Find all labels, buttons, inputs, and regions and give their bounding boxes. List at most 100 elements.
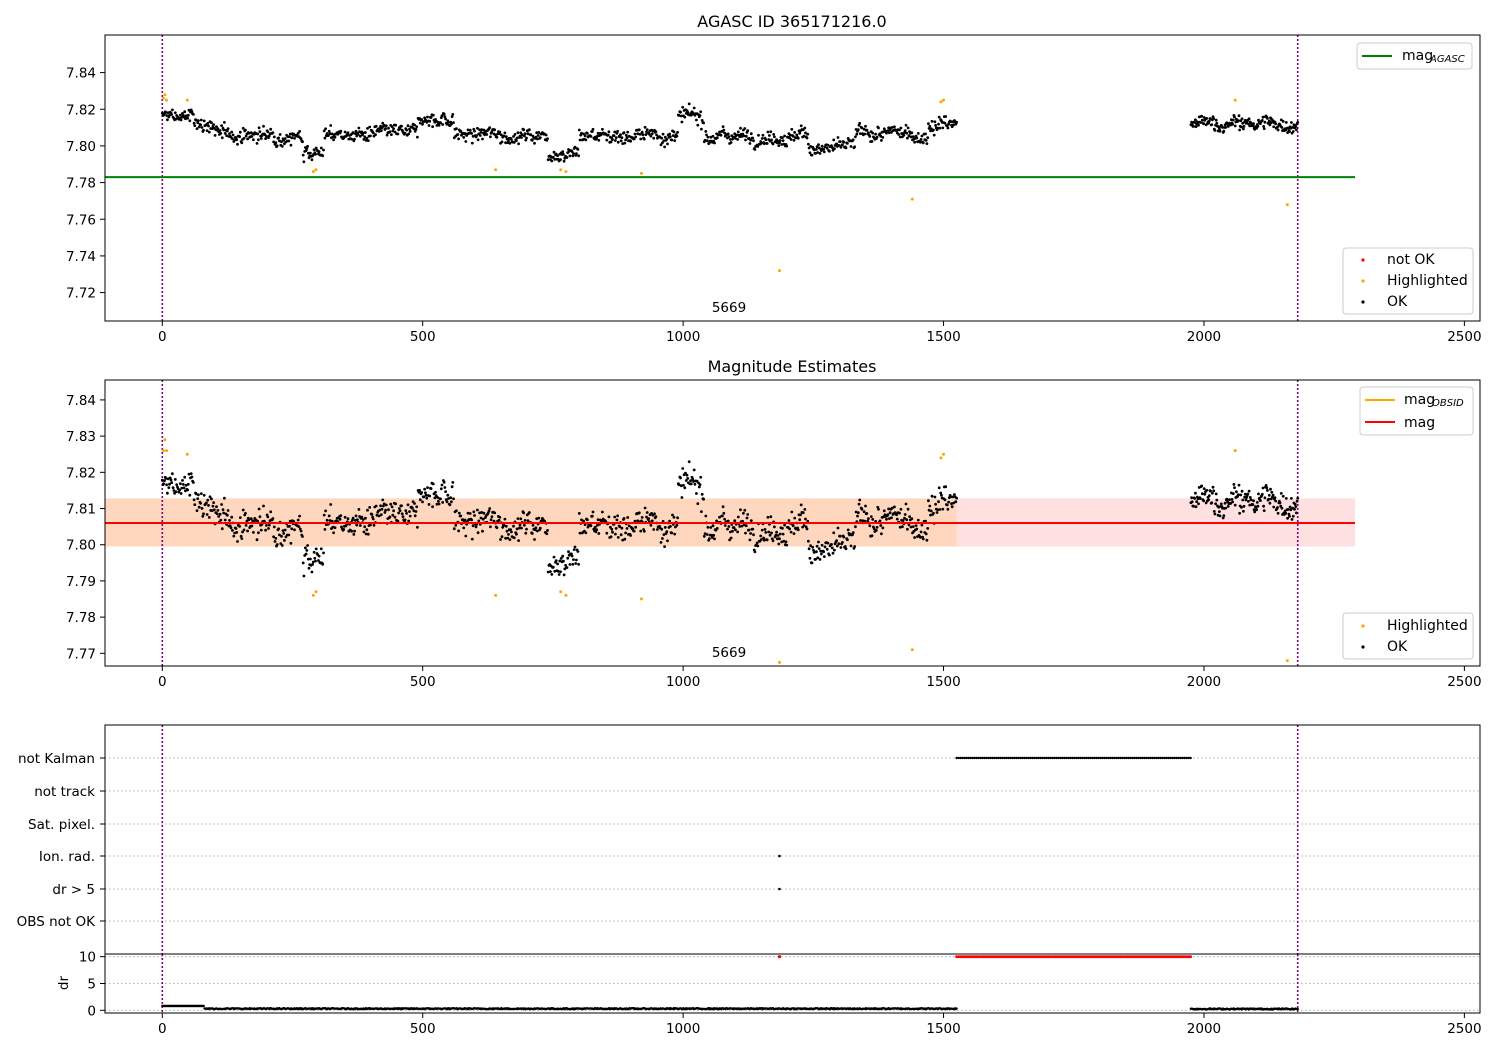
ok-point <box>1205 488 1209 492</box>
ok-point <box>422 120 426 123</box>
ok-point <box>173 111 177 115</box>
ok-point <box>179 482 182 486</box>
ok-point <box>601 510 604 514</box>
ok-point <box>455 127 458 131</box>
ok-point <box>382 123 386 127</box>
flag-point <box>989 756 992 760</box>
flag-point <box>1065 756 1068 760</box>
flag-point <box>1069 756 1072 760</box>
ok-point <box>235 138 239 142</box>
ok-point <box>273 540 277 543</box>
ok-point <box>1233 124 1237 128</box>
ok-point <box>418 498 422 502</box>
flag-point <box>975 756 978 760</box>
ok-point <box>1233 115 1236 119</box>
ok-point <box>306 557 310 561</box>
ok-point <box>503 131 507 135</box>
ok-point <box>926 136 930 140</box>
ok-point <box>911 135 915 139</box>
ok-point <box>361 518 365 521</box>
plot-frame <box>104 724 1481 955</box>
ok-point <box>857 502 861 506</box>
ok-point <box>451 481 455 484</box>
ok-point <box>197 505 201 509</box>
ok-point <box>877 126 880 130</box>
flag-point <box>1083 756 1086 760</box>
ok-point <box>673 532 677 536</box>
ok-point <box>504 135 508 139</box>
ok-point <box>1263 120 1267 124</box>
y-tick-label: 7.84 <box>66 393 96 409</box>
ok-point <box>425 496 429 500</box>
ok-point <box>473 129 476 133</box>
ok-point <box>374 504 378 508</box>
ok-point <box>309 151 312 155</box>
ok-point <box>400 124 403 128</box>
ok-point <box>437 123 441 127</box>
ok-point <box>249 517 253 520</box>
x-tick-label: 0 <box>158 1021 167 1037</box>
ok-point <box>229 526 233 530</box>
ok-point <box>172 489 176 492</box>
ok-point <box>751 136 755 140</box>
ok-point <box>650 519 654 523</box>
ok-point <box>164 477 168 480</box>
ok-point <box>1269 487 1272 491</box>
ok-point <box>723 524 727 527</box>
legend-points: not OK Highlighted OK <box>1342 247 1474 315</box>
ok-point <box>450 500 453 504</box>
ok-point <box>400 504 403 508</box>
ok-point <box>426 486 429 489</box>
flag-point <box>1181 756 1184 760</box>
legend-label: OK <box>1387 294 1408 310</box>
ok-point <box>482 128 486 132</box>
ok-point <box>788 133 792 137</box>
ok-point <box>589 135 593 138</box>
ok-point <box>394 123 398 127</box>
ok-point <box>331 525 335 529</box>
ok-point <box>905 518 909 522</box>
ok-point <box>633 132 637 136</box>
ok-point <box>1276 128 1280 132</box>
ok-point <box>810 153 814 157</box>
ok-point <box>1197 123 1200 127</box>
ok-point <box>679 484 683 488</box>
ok-point <box>1194 491 1197 495</box>
ok-point <box>578 138 582 142</box>
ok-point <box>488 126 492 129</box>
ok-point <box>492 519 496 523</box>
ok-point <box>681 467 685 470</box>
ok-point <box>1218 129 1222 133</box>
ok-point <box>643 506 647 510</box>
legend-label: mag <box>1402 48 1433 64</box>
ok-point <box>914 524 918 527</box>
ok-point <box>910 131 914 135</box>
ok-point <box>557 573 561 576</box>
ok-point <box>832 138 836 142</box>
flag-point <box>1171 756 1174 760</box>
ok-point <box>811 545 815 549</box>
ok-point <box>856 514 859 518</box>
ok-point <box>506 536 510 540</box>
ok-point <box>271 517 275 520</box>
ok-point <box>495 526 499 530</box>
ok-point <box>256 519 260 523</box>
ok-point <box>927 122 930 125</box>
ok-point <box>727 525 731 528</box>
ok-point <box>728 538 731 542</box>
ok-point <box>820 552 823 556</box>
ok-point <box>258 515 262 519</box>
ok-point <box>205 501 208 505</box>
ok-point <box>627 524 631 528</box>
ok-point <box>699 475 703 479</box>
highlighted-point <box>1285 659 1289 663</box>
ok-point <box>223 518 227 522</box>
ok-point <box>293 528 296 532</box>
ok-point <box>843 545 847 548</box>
ok-point <box>186 116 190 120</box>
ok-point <box>726 519 730 523</box>
ok-point <box>195 127 199 130</box>
ok-point <box>577 512 581 515</box>
ok-point <box>880 532 883 536</box>
highlighted-point <box>564 593 568 597</box>
